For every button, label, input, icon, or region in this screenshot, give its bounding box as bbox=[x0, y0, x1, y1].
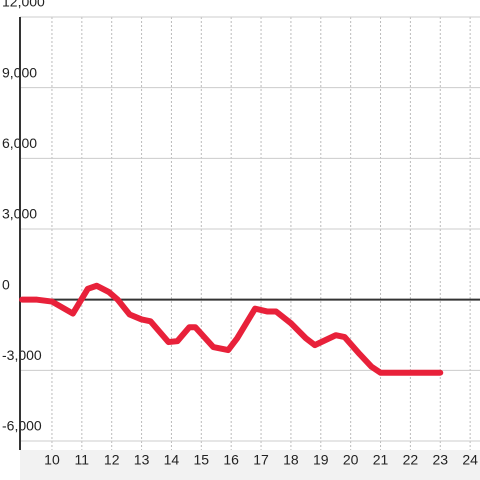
x-tick-label: 22 bbox=[403, 452, 419, 468]
x-tick-label: 17 bbox=[253, 452, 269, 468]
x-tick-label: 23 bbox=[432, 452, 448, 468]
x-tick-label: 20 bbox=[343, 452, 359, 468]
x-tick-label: 18 bbox=[283, 452, 299, 468]
y-tick-label: -6,000 bbox=[2, 418, 42, 434]
x-tick-label: 21 bbox=[373, 452, 389, 468]
x-tick-label: 10 bbox=[44, 452, 60, 468]
data-line bbox=[19, 282, 444, 376]
x-label-band bbox=[20, 450, 480, 480]
y-tick-label: -3,000 bbox=[2, 347, 42, 363]
x-tick-label: 24 bbox=[462, 452, 478, 468]
x-tick-label: 11 bbox=[75, 452, 90, 468]
x-tick-label: 16 bbox=[223, 452, 239, 468]
y-tick-label: 12,000 bbox=[2, 0, 45, 10]
x-tick-label: 13 bbox=[134, 452, 150, 468]
x-tick-label: 15 bbox=[194, 452, 210, 468]
y-tick-label: 0 bbox=[2, 276, 10, 292]
x-tick-label: 12 bbox=[104, 452, 120, 468]
x-tick-label: 19 bbox=[313, 452, 329, 468]
x-tick-label: 14 bbox=[164, 452, 180, 468]
